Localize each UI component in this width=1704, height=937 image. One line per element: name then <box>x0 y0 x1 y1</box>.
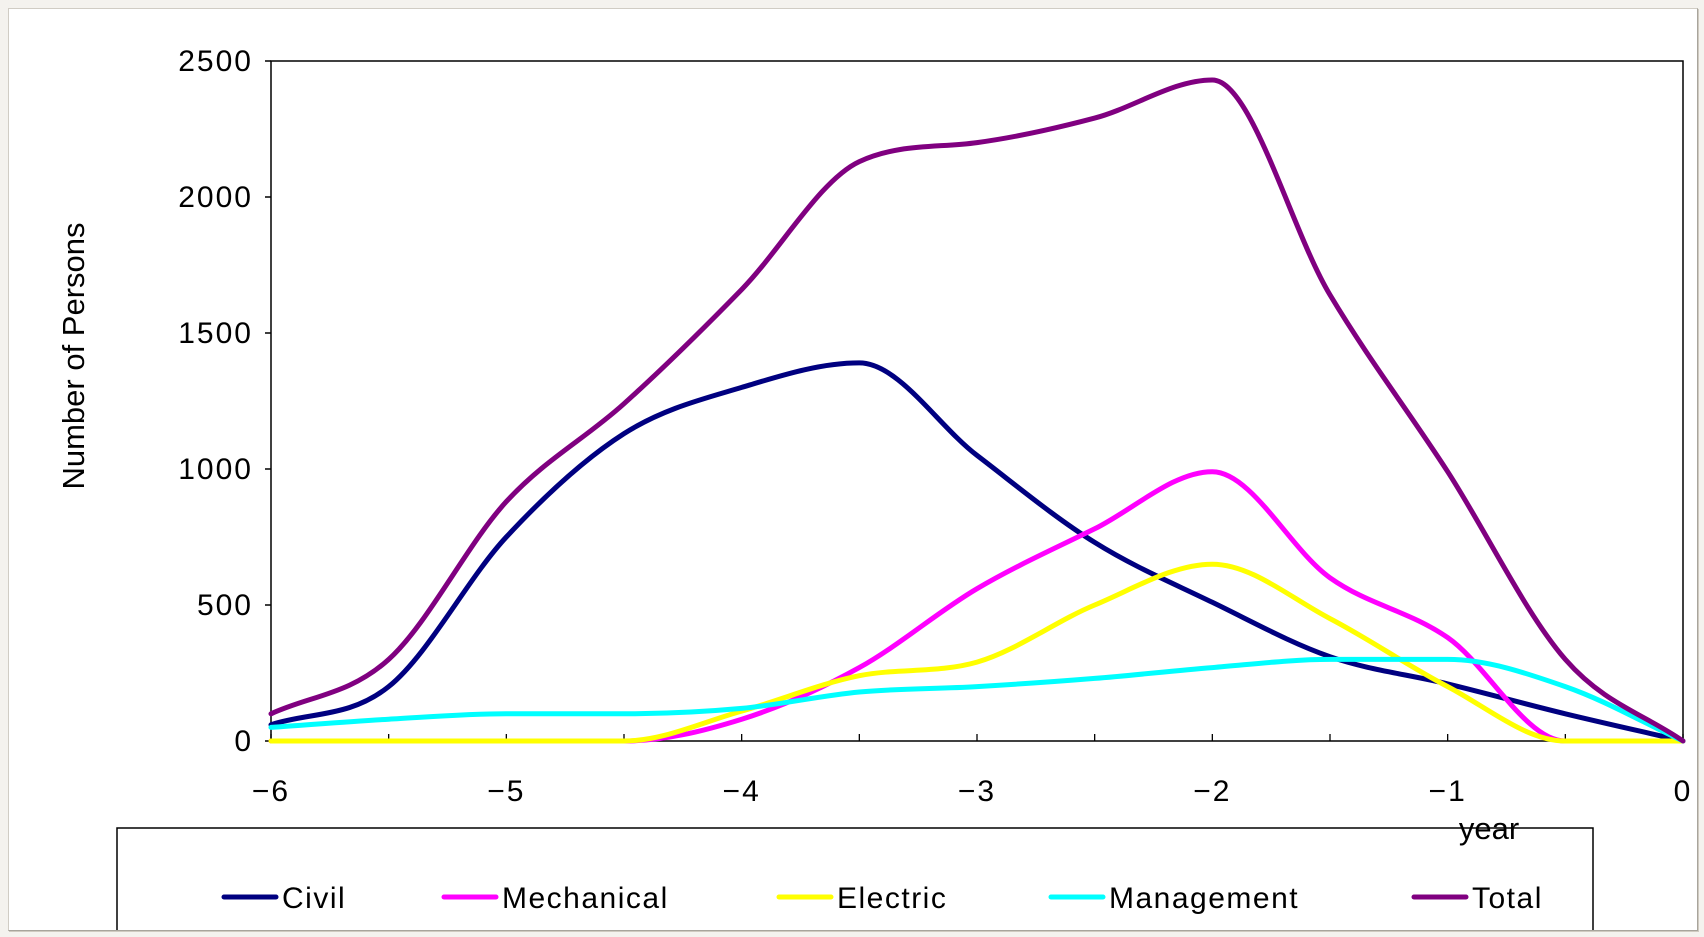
x-tick-label: −2 <box>1193 775 1231 808</box>
chart-frame: Number of Persons 0 500 1000 1500 2000 2500 −… <box>8 8 1698 931</box>
x-tick-label: −1 <box>1429 775 1467 808</box>
series-line-electric <box>268 561 1686 744</box>
series-lines <box>268 77 1686 744</box>
legend-label-civil: Civil <box>282 882 346 915</box>
x-tick-label: −6 <box>252 775 290 808</box>
series-line-management <box>268 656 1686 744</box>
x-tick-label: −4 <box>723 775 761 808</box>
series-line-total <box>268 77 1686 744</box>
y-axis: 0 500 1000 1500 2000 2500 <box>178 45 271 758</box>
y-tick-label: 1500 <box>178 317 253 350</box>
legend: Civil Mechanical Electric Management Total <box>221 882 1543 915</box>
x-axis-title: year <box>1459 811 1519 846</box>
y-tick-label: 500 <box>197 589 253 622</box>
line-chart: Number of Persons 0 500 1000 1500 2000 2500 −… <box>56 45 1693 930</box>
x-axis: −6 −5 −4 −3 −2 −1 0 <box>252 734 1693 808</box>
x-tick-label: 0 <box>1674 775 1693 808</box>
y-tick-label: 2000 <box>178 181 253 214</box>
legend-label-total: Total <box>1472 882 1543 915</box>
x-tick-label: −3 <box>958 775 996 808</box>
x-tick-label: −5 <box>487 775 525 808</box>
legend-box <box>116 827 1594 930</box>
legend-label-electric: Electric <box>837 882 947 915</box>
y-tick-label: 2500 <box>178 45 253 78</box>
plot-area <box>270 60 1684 742</box>
y-tick-label: 0 <box>234 725 253 758</box>
y-tick-label: 1000 <box>178 453 253 486</box>
legend-label-management: Management <box>1109 882 1299 915</box>
legend-label-mechanical: Mechanical <box>502 882 669 915</box>
y-axis-title: Number of Persons <box>56 222 91 489</box>
